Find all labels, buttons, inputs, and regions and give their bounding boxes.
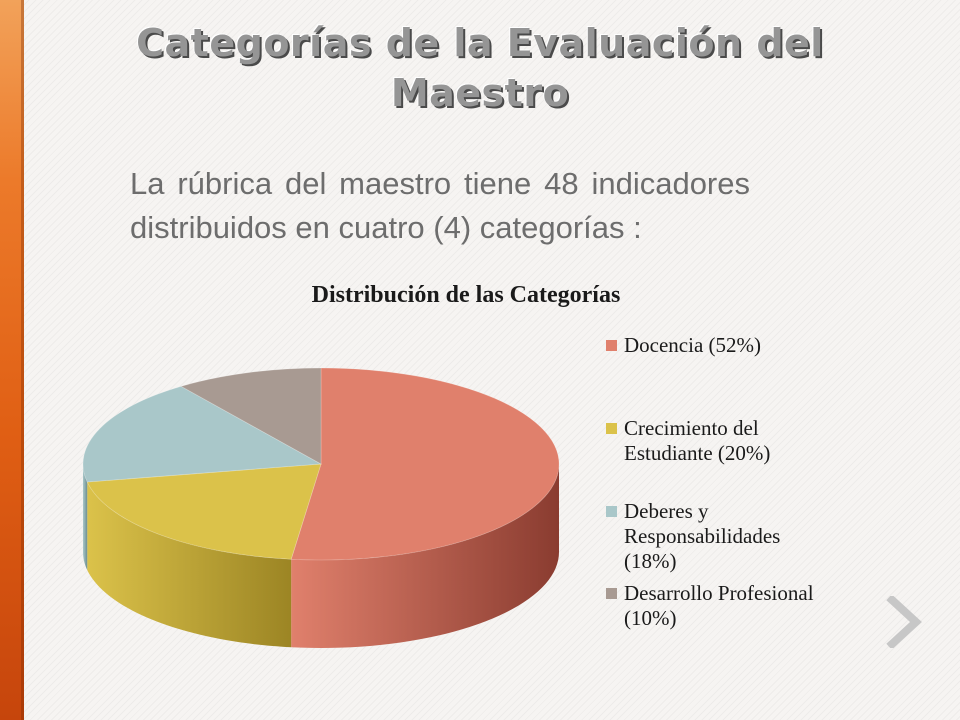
slide-body-text: La rúbrica del maestro tiene 48 indicado… [130, 166, 750, 245]
legend-label-1: Docencia (52%) [624, 333, 761, 357]
pie-slice-1 [290, 367, 560, 561]
pie-slice-2 [86, 463, 322, 560]
legend-label-2: Crecimiento del Estudiante (20%) [624, 416, 770, 465]
legend-swatch-4 [606, 588, 617, 599]
pie-slice-4 [180, 367, 322, 465]
legend-swatch-1 [606, 340, 617, 351]
legend-swatch-2 [606, 423, 617, 434]
pie-layer [82, 367, 560, 648]
slide-accent-bar [0, 0, 24, 720]
legend-label-3: Deberes y Responsabilidades (18%) [624, 499, 780, 573]
slide-title-line1: Categorías de la Evaluación del [136, 21, 824, 65]
pie-side-1 [291, 464, 559, 648]
pie-slice-3 [82, 385, 323, 483]
legend-label-4: Desarrollo Profesional (10%) [624, 581, 814, 630]
pie-side-3 [83, 464, 88, 570]
pie-side-2 [87, 481, 292, 648]
slide-title: Categorías de la Evaluación del Maestro [120, 18, 840, 118]
chart-title: Distribución de las Categorías [312, 282, 621, 308]
legend-swatch-3 [606, 506, 617, 517]
legend: Docencia (52%) Crecimiento del Estudiante … [606, 333, 814, 630]
chevron-right-icon[interactable] [884, 596, 924, 648]
slide-title-line2: Maestro [390, 71, 570, 115]
